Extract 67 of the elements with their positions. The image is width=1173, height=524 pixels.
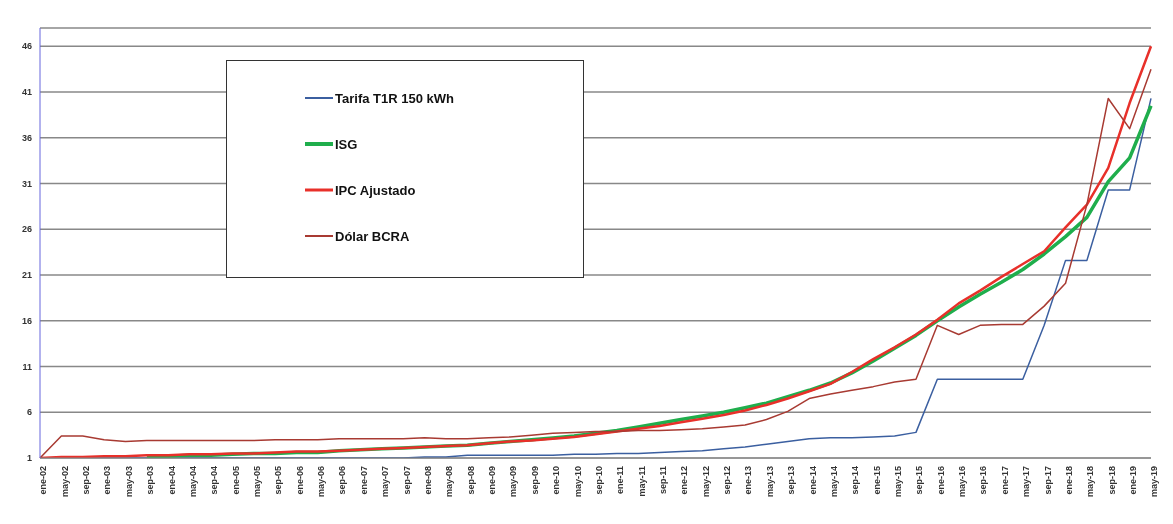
y-tick-label: 11 <box>22 361 32 372</box>
y-tick-label: 21 <box>21 270 32 281</box>
legend-label: ISG <box>335 136 358 152</box>
x-tick-label: ene-10 <box>551 466 562 495</box>
x-tick-label: ene-15 <box>871 466 882 495</box>
x-tick-label: ene-13 <box>743 466 754 495</box>
x-tick-label: sep-10 <box>593 466 604 495</box>
legend-label: IPC Ajustado <box>335 182 416 198</box>
x-tick-label: ene-07 <box>358 466 369 495</box>
x-tick-label: may-17 <box>1021 466 1032 498</box>
x-tick-label: may-04 <box>187 466 198 498</box>
x-tick-label: may-19 <box>1149 466 1160 498</box>
x-tick-label: ene-04 <box>166 466 177 495</box>
x-tick-label: ene-06 <box>294 466 305 495</box>
x-tick-label: may-15 <box>893 466 904 498</box>
legend-label: Dólar BCRA <box>335 228 410 244</box>
x-tick-label: sep-09 <box>529 466 540 495</box>
x-tick-label: ene-03 <box>102 466 113 495</box>
x-tick-label: sep-04 <box>209 466 220 495</box>
x-tick-label: may-03 <box>123 466 134 498</box>
legend-label: Tarifa T1R 150 kWh <box>335 90 454 106</box>
x-tick-label: may-10 <box>572 466 583 498</box>
x-tick-label: sep-15 <box>914 466 925 495</box>
x-tick-label: may-13 <box>764 466 775 498</box>
y-tick-label: 41 <box>21 87 32 98</box>
x-tick-label: sep-18 <box>1106 466 1117 495</box>
x-tick-label: may-07 <box>380 466 391 498</box>
x-tick-label: may-12 <box>700 466 711 498</box>
x-tick-label: sep-08 <box>465 466 476 495</box>
y-tick-label: 1 <box>26 453 32 464</box>
y-tick-label: 46 <box>21 41 32 52</box>
y-tick-label: 6 <box>26 407 32 418</box>
x-tick-label: ene-02 <box>38 466 49 495</box>
x-tick-label: ene-09 <box>487 466 498 495</box>
x-tick-label: sep-16 <box>978 466 989 495</box>
x-tick-label: sep-17 <box>1042 466 1053 495</box>
x-tick-label: may-09 <box>508 466 519 498</box>
x-tick-label: may-08 <box>444 466 455 498</box>
y-tick-label: 36 <box>21 132 32 143</box>
x-tick-label: ene-05 <box>230 466 241 495</box>
x-tick-label: ene-11 <box>615 466 626 495</box>
y-tick-label: 16 <box>21 315 32 326</box>
x-tick-label: ene-16 <box>935 466 946 495</box>
x-tick-label: may-05 <box>252 466 263 498</box>
x-tick-label: may-02 <box>59 466 70 498</box>
x-tick-label: ene-08 <box>422 466 433 495</box>
x-tick-label: may-16 <box>957 466 968 498</box>
x-tick-label: may-14 <box>828 466 839 498</box>
x-tick-label: may-11 <box>636 466 647 497</box>
x-tick-label: sep-03 <box>145 466 156 495</box>
x-tick-label: sep-07 <box>401 466 412 495</box>
x-tick-label: ene-19 <box>1128 466 1139 495</box>
y-tick-label: 31 <box>21 178 32 189</box>
x-tick-label: ene-14 <box>807 466 818 495</box>
x-tick-label: sep-13 <box>786 466 797 495</box>
x-tick-label: may-06 <box>316 466 327 498</box>
x-tick-label: ene-12 <box>679 466 690 495</box>
x-tick-label: sep-06 <box>337 466 348 495</box>
x-tick-label: sep-14 <box>850 466 861 495</box>
x-tick-label: sep-05 <box>273 466 284 495</box>
x-tick-label: sep-02 <box>81 466 92 495</box>
y-tick-label: 26 <box>21 224 32 235</box>
x-tick-label: may-18 <box>1085 466 1096 498</box>
x-tick-label: sep-11 <box>657 466 668 495</box>
x-tick-label: sep-12 <box>722 466 733 495</box>
x-tick-label: ene-17 <box>999 466 1010 495</box>
x-tick-label: ene-18 <box>1063 466 1074 495</box>
